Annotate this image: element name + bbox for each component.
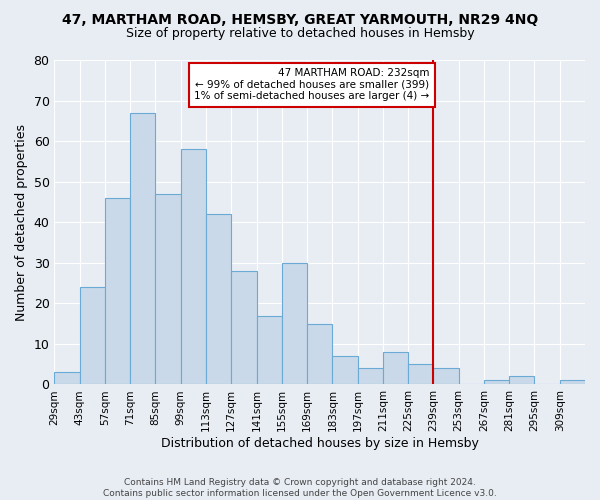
Bar — [181, 149, 206, 384]
X-axis label: Distribution of detached houses by size in Hemsby: Distribution of detached houses by size … — [161, 437, 479, 450]
Bar — [282, 263, 307, 384]
Bar — [155, 194, 181, 384]
Text: 47 MARTHAM ROAD: 232sqm
← 99% of detached houses are smaller (399)
1% of semi-de: 47 MARTHAM ROAD: 232sqm ← 99% of detache… — [194, 68, 430, 102]
Bar — [105, 198, 130, 384]
Bar — [433, 368, 458, 384]
Bar — [484, 380, 509, 384]
Bar — [408, 364, 433, 384]
Bar — [560, 380, 585, 384]
Bar — [307, 324, 332, 384]
Bar — [231, 271, 257, 384]
Y-axis label: Number of detached properties: Number of detached properties — [15, 124, 28, 320]
Bar — [206, 214, 231, 384]
Bar — [358, 368, 383, 384]
Text: Contains HM Land Registry data © Crown copyright and database right 2024.
Contai: Contains HM Land Registry data © Crown c… — [103, 478, 497, 498]
Bar — [509, 376, 535, 384]
Bar — [80, 287, 105, 384]
Text: Size of property relative to detached houses in Hemsby: Size of property relative to detached ho… — [125, 28, 475, 40]
Bar — [383, 352, 408, 384]
Bar — [55, 372, 80, 384]
Bar — [257, 316, 282, 384]
Bar — [332, 356, 358, 384]
Bar — [130, 112, 155, 384]
Text: 47, MARTHAM ROAD, HEMSBY, GREAT YARMOUTH, NR29 4NQ: 47, MARTHAM ROAD, HEMSBY, GREAT YARMOUTH… — [62, 12, 538, 26]
